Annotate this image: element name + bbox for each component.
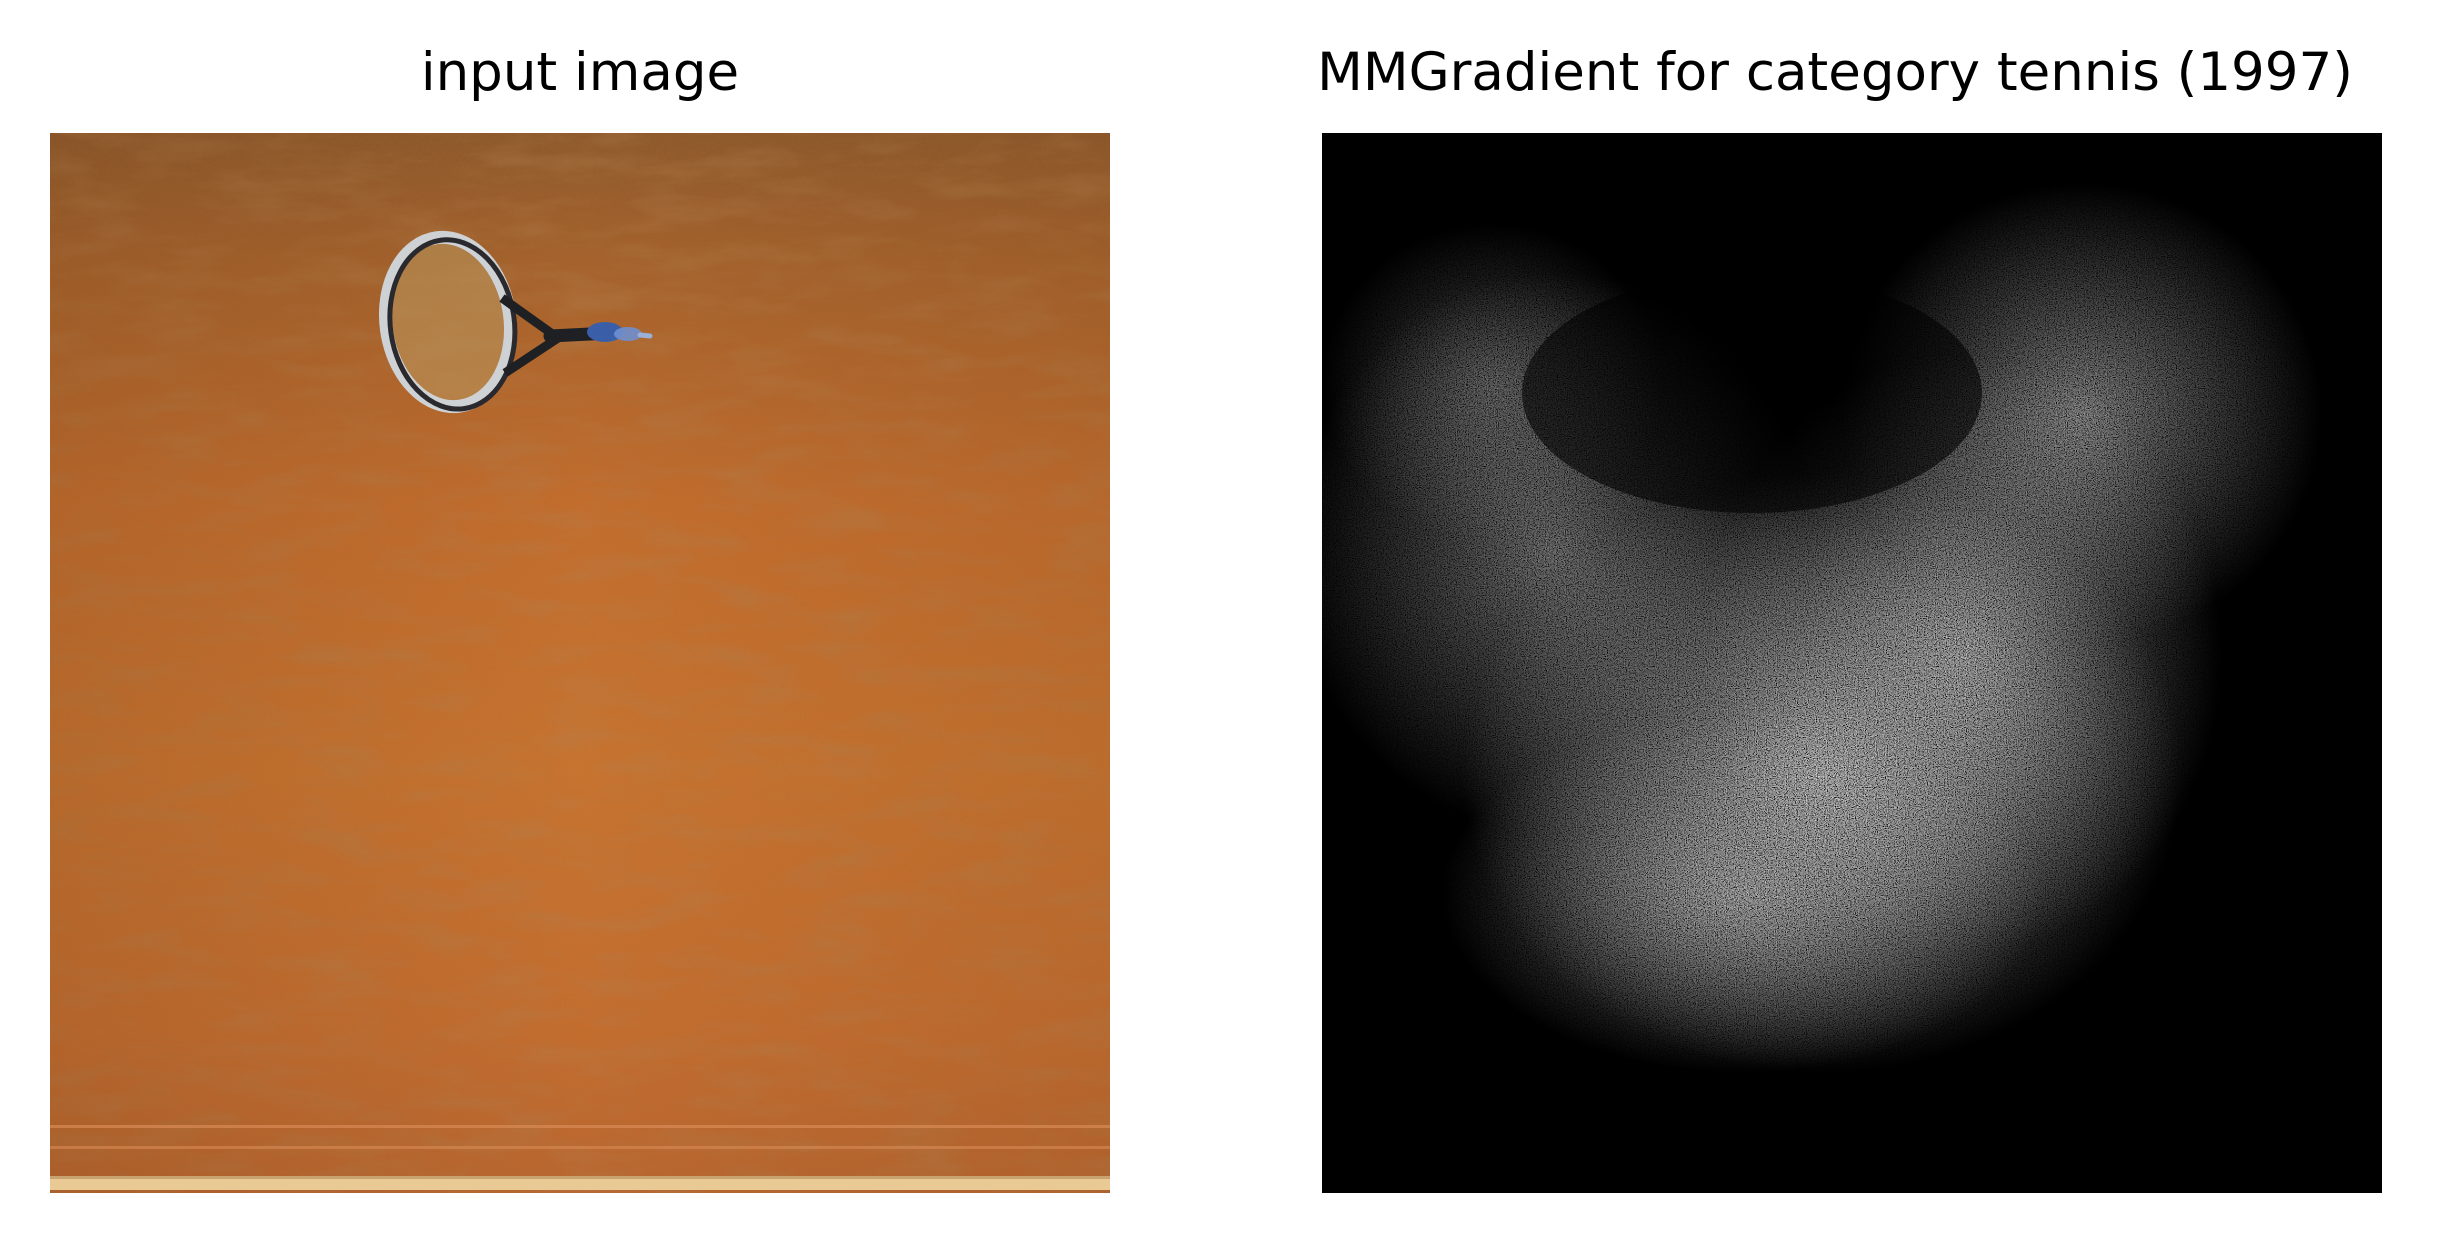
saliency-map-title: MMGradient for category tennis (1997) [1317,42,2353,103]
court-line-thin-1 [50,1125,1110,1128]
clay-shade [50,133,1110,1193]
court-baseline [50,1178,1110,1190]
court-baseline-edge [50,1176,1110,1179]
saliency-map-svg [1322,133,2382,1193]
saliency-speckle [1322,133,2382,1193]
saliency-map [1322,133,2382,1193]
court-line-thin-2 [50,1146,1110,1149]
input-image-svg [50,133,1110,1193]
tennis-racket [378,230,653,414]
input-image-title: input image [420,42,740,103]
input-image [50,133,1110,1193]
